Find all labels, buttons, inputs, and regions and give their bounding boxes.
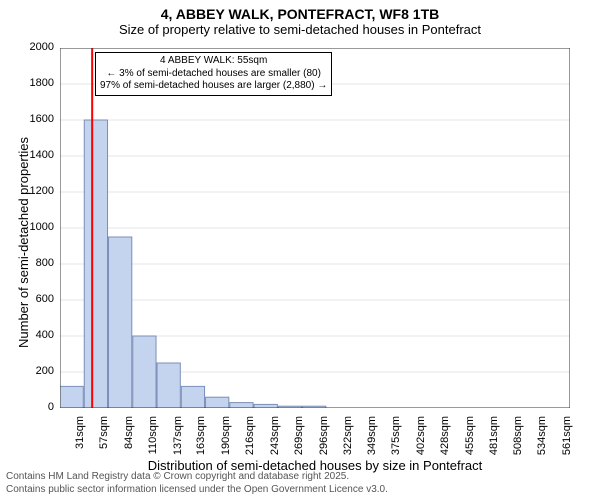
x-tick-label: 269sqm: [293, 416, 305, 460]
y-tick-label: 1600: [24, 113, 54, 125]
x-tick-label: 84sqm: [123, 416, 135, 460]
x-tick-label: 428sqm: [439, 416, 451, 460]
x-tick-label: 243sqm: [269, 416, 281, 460]
page-title-line1: 4, ABBEY WALK, PONTEFRACT, WF8 1TB: [0, 6, 600, 22]
x-tick-label: 375sqm: [390, 416, 402, 460]
x-tick-label: 481sqm: [488, 416, 500, 460]
x-tick-label: 57sqm: [98, 416, 110, 460]
y-tick-label: 600: [24, 293, 54, 305]
y-tick-label: 1400: [24, 149, 54, 161]
y-tick-label: 2000: [24, 41, 54, 53]
y-tick-label: 0: [24, 401, 54, 413]
y-tick-label: 1800: [24, 77, 54, 89]
attribution-block: Contains HM Land Registry data © Crown c…: [6, 471, 594, 496]
x-tick-label: 163sqm: [195, 416, 207, 460]
histogram-bar: [181, 386, 204, 408]
y-tick-label: 1200: [24, 185, 54, 197]
y-axis-label: Number of semi-detached properties: [16, 137, 31, 348]
x-tick-label: 349sqm: [366, 416, 378, 460]
histogram-bar: [230, 403, 253, 408]
x-tick-label: 296sqm: [318, 416, 330, 460]
x-tick-label: 137sqm: [172, 416, 184, 460]
y-tick-label: 200: [24, 365, 54, 377]
annotation-line1: 4 ABBEY WALK: 55sqm: [100, 55, 327, 68]
annotation-line2: ← 3% of semi-detached houses are smaller…: [100, 68, 327, 81]
chart-annotation-box: 4 ABBEY WALK: 55sqm ← 3% of semi-detache…: [95, 52, 332, 96]
histogram-bar: [206, 397, 229, 408]
histogram-bar: [254, 404, 277, 408]
x-tick-label: 455sqm: [464, 416, 476, 460]
histogram-bar: [157, 363, 180, 408]
annotation-line3: 97% of semi-detached houses are larger (…: [100, 80, 327, 93]
attribution-line1: Contains HM Land Registry data © Crown c…: [6, 471, 594, 484]
y-tick-label: 1000: [24, 221, 54, 233]
x-tick-label: 322sqm: [342, 416, 354, 460]
y-tick-label: 400: [24, 329, 54, 341]
histogram-bar: [133, 336, 156, 408]
x-tick-label: 402sqm: [415, 416, 427, 460]
y-tick-label: 800: [24, 257, 54, 269]
histogram-bar: [60, 386, 83, 408]
x-tick-label: 110sqm: [147, 416, 159, 460]
x-tick-label: 534sqm: [536, 416, 548, 460]
x-tick-label: 561sqm: [561, 416, 573, 460]
histogram-bar: [84, 120, 107, 408]
chart-plot-area: [60, 48, 570, 408]
x-tick-label: 508sqm: [512, 416, 524, 460]
x-tick-label: 190sqm: [220, 416, 232, 460]
x-tick-label: 216sqm: [244, 416, 256, 460]
histogram-bar: [109, 237, 132, 408]
page-title-line2: Size of property relative to semi-detach…: [0, 22, 600, 37]
attribution-line2: Contains public sector information licen…: [6, 484, 594, 497]
x-tick-label: 31sqm: [74, 416, 86, 460]
